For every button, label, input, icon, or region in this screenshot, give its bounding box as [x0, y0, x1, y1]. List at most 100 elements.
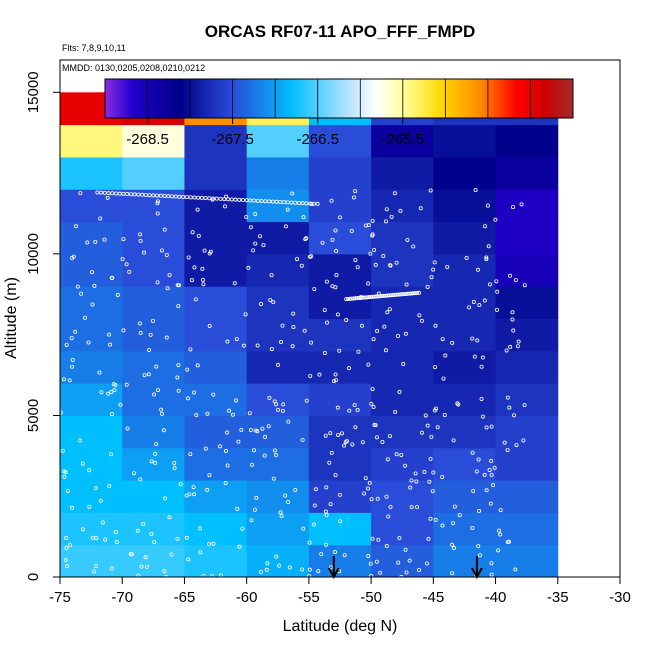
observation-point [398, 208, 403, 213]
observation-point [335, 312, 340, 317]
observation-point [201, 282, 206, 287]
observation-point [79, 291, 84, 296]
observation-point [344, 317, 349, 322]
heatmap-cell [495, 124, 559, 158]
heatmap-cell [495, 350, 559, 384]
observation-point [62, 474, 67, 479]
observation-point [281, 200, 286, 205]
observation-point [497, 528, 502, 533]
heatmap-cell [122, 350, 185, 384]
observation-point [169, 194, 174, 199]
observation-point [431, 470, 436, 475]
observation-point [399, 452, 404, 457]
observation-point [522, 403, 527, 408]
observation-point [323, 509, 328, 514]
observation-point [261, 243, 266, 248]
observation-point [138, 477, 143, 482]
observation-point [507, 405, 512, 410]
observation-point [388, 263, 393, 268]
heatmap-cell [495, 383, 559, 416]
observation-point [394, 452, 399, 457]
observation-point [85, 240, 90, 245]
observation-point [464, 255, 469, 260]
heatmap-cell [122, 383, 185, 416]
observation-point [482, 298, 487, 303]
observation-point [274, 554, 279, 559]
observation-point [368, 295, 373, 300]
observation-point [109, 412, 114, 417]
observation-point [150, 318, 155, 323]
x-tick-label: -75 [49, 589, 71, 606]
observation-point [359, 323, 364, 328]
observation-point [131, 471, 136, 476]
observation-point [235, 506, 240, 511]
observation-point [504, 348, 509, 353]
heatmap-cell [122, 253, 185, 287]
observation-point [403, 547, 408, 552]
observation-point [155, 193, 160, 198]
observation-point [473, 188, 478, 193]
heatmap-cell [184, 318, 248, 352]
latitude-arrow [471, 556, 483, 580]
observation-point [103, 537, 108, 542]
heatmap-cell [308, 350, 372, 384]
observation-point [275, 407, 280, 412]
observation-point [142, 373, 147, 378]
observation-point [435, 425, 440, 430]
observation-point [404, 282, 409, 287]
observation-point [472, 354, 477, 359]
observation-point [347, 296, 352, 301]
observation-point [505, 448, 510, 453]
heatmap-cell [246, 253, 310, 287]
heatmap-cell [184, 415, 248, 449]
observation-point [257, 234, 262, 239]
observation-point [148, 332, 153, 337]
observation-point [206, 542, 211, 547]
y-axis-label: Altitude (m) [3, 277, 20, 359]
observation-point [489, 424, 494, 429]
observation-point [258, 569, 263, 574]
heatmap-cell [246, 350, 310, 384]
heatmap-cell [433, 221, 497, 255]
observation-point [300, 201, 305, 206]
observation-point [364, 295, 369, 300]
observation-point [100, 520, 105, 525]
heatmap-cell [495, 544, 559, 578]
observation-point [324, 279, 329, 284]
observation-point [143, 193, 148, 198]
heatmap-cell [60, 447, 123, 481]
observation-point [178, 482, 183, 487]
observation-point [487, 282, 492, 287]
observation-point [333, 473, 338, 478]
observation-point [64, 546, 69, 551]
colorbar [104, 78, 574, 119]
observation-point [311, 201, 316, 206]
observation-point [128, 552, 133, 557]
observation-point [167, 273, 172, 278]
heatmap-cell [60, 512, 123, 546]
heatmap-cell [308, 124, 372, 158]
heatmap-cell [371, 221, 434, 255]
observation-point [431, 267, 436, 272]
observation-point [87, 504, 92, 509]
colorbar-tick-label: -265.5 [382, 131, 425, 148]
observation-point [286, 419, 291, 424]
observation-point [167, 515, 172, 520]
heatmap-cell [308, 221, 372, 255]
observation-point [359, 295, 364, 300]
heatmap-cell [433, 318, 497, 352]
observation-point [121, 328, 126, 333]
observation-point [184, 195, 189, 200]
observation-point [203, 196, 208, 201]
observation-point [291, 311, 296, 316]
observation-point [371, 405, 376, 410]
y-tick-label: 5000 [25, 399, 42, 432]
y-tick-label: 0 [25, 573, 42, 581]
observation-point [372, 247, 377, 252]
observation-point [185, 367, 190, 372]
observation-point [325, 320, 330, 325]
observation-point [384, 207, 389, 212]
observation-point [259, 199, 264, 204]
observation-point [227, 408, 232, 413]
arrow-head [471, 567, 483, 580]
